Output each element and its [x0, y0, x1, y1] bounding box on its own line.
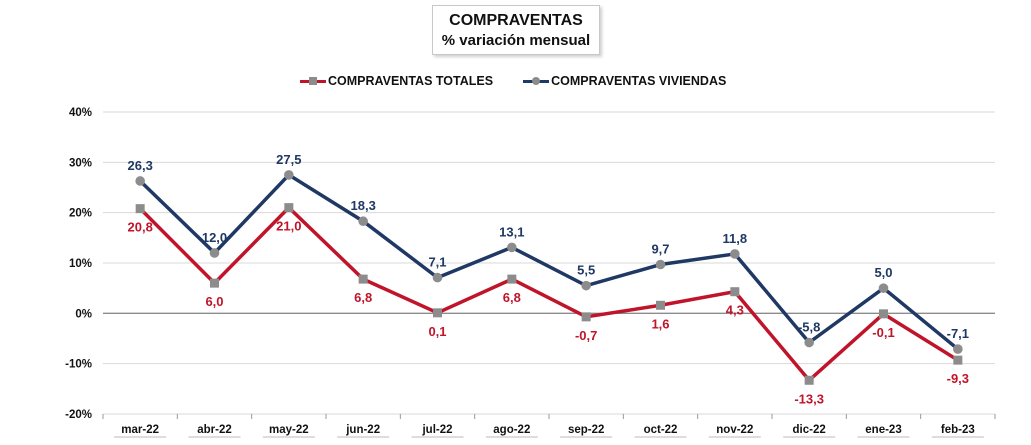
data-label-viviendas: 5,5: [577, 263, 595, 278]
data-label-totales: -13,3: [794, 391, 824, 406]
x-tick-label: dic-22: [793, 424, 826, 436]
data-point-viviendas: [507, 242, 517, 253]
y-tick-label: -10%: [65, 359, 92, 371]
data-label-viviendas: 9,7: [651, 242, 669, 257]
data-label-totales: 20,8: [128, 220, 153, 235]
x-tick-label: oct-22: [644, 424, 678, 436]
data-point-viviendas: [804, 337, 814, 348]
series-line-totales: [138, 205, 959, 383]
legend-item-totales: COMPRAVENTAS TOTALES: [300, 74, 493, 88]
y-tick-label: 10%: [69, 258, 92, 270]
chart-subtitle: % variación mensual: [441, 32, 591, 49]
data-label-totales: -0,7: [575, 328, 597, 343]
x-tick-label: mar-22: [121, 424, 159, 436]
x-tick-label: jun-22: [345, 424, 380, 436]
data-point-totales: [730, 287, 740, 297]
data-point-totales: [581, 312, 591, 322]
data-point-viviendas: [581, 280, 591, 291]
x-tick-label: ene-23: [865, 424, 901, 436]
data-point-totales: [284, 203, 294, 213]
data-point-viviendas: [432, 272, 443, 283]
x-tick-label: ago-22: [493, 424, 530, 436]
data-point-totales: [507, 274, 517, 284]
data-label-totales: 1,6: [651, 316, 669, 331]
data-point-totales: [953, 355, 963, 365]
data-point-viviendas: [358, 216, 368, 227]
y-tick-label: 0%: [75, 308, 92, 320]
legend-swatch-totales: [300, 74, 326, 88]
data-label-viviendas: 12,0: [202, 230, 227, 245]
chart-title-box: COMPRAVENTAS % variación mensual: [432, 5, 600, 55]
data-label-viviendas: 13,1: [499, 224, 524, 239]
data-point-viviendas: [730, 249, 740, 259]
data-label-totales: 4,3: [726, 303, 744, 318]
legend-label-totales: COMPRAVENTAS TOTALES: [328, 74, 494, 88]
data-point-viviendas: [135, 176, 145, 186]
data-point-totales: [879, 309, 888, 319]
data-point-totales: [135, 204, 145, 214]
data-point-totales: [433, 308, 442, 318]
data-label-viviendas: -7,1: [947, 326, 969, 341]
data-point-viviendas: [878, 283, 889, 293]
data-label-totales: 6,8: [354, 290, 372, 305]
data-point-totales: [656, 300, 665, 310]
data-label-totales: -0,1: [872, 325, 894, 340]
data-point-viviendas: [655, 259, 666, 270]
data-label-viviendas: 5,0: [874, 265, 892, 280]
legend-item-viviendas: COMPRAVENTAS VIVIENDAS: [523, 74, 726, 88]
data-label-totales: -9,3: [947, 371, 969, 386]
data-label-viviendas: -5,8: [798, 320, 820, 335]
y-tick-label: 20%: [69, 208, 92, 220]
data-label-viviendas: 18,3: [351, 198, 376, 213]
data-point-totales: [804, 375, 814, 385]
x-tick-label: sep-22: [568, 424, 604, 436]
y-tick-label: 40%: [69, 107, 92, 119]
data-point-totales: [358, 274, 368, 284]
y-tick-label: 30%: [69, 157, 92, 169]
data-point-viviendas: [284, 170, 294, 180]
data-label-totales: 6,0: [205, 294, 223, 309]
legend: COMPRAVENTAS TOTALES COMPRAVENTAS VIVIEN…: [300, 70, 756, 92]
x-tick-label: jul-22: [421, 424, 452, 436]
x-tick-label: nov-22: [716, 424, 753, 436]
data-label-totales: 21,0: [276, 219, 301, 234]
x-tick-label: may-22: [269, 424, 309, 436]
series-line-viviendas: [138, 172, 959, 351]
data-label-viviendas: 7,1: [428, 255, 446, 270]
data-label-totales: 0,1: [428, 324, 446, 339]
data-label-viviendas: 26,3: [128, 158, 153, 173]
y-tick-label: -20%: [65, 409, 92, 421]
data-point-totales: [210, 278, 219, 288]
data-point-viviendas: [209, 248, 220, 258]
data-point-viviendas: [953, 344, 963, 354]
x-tick-label: abr-22: [197, 424, 232, 436]
data-label-viviendas: 11,8: [723, 231, 748, 246]
data-label-viviendas: 27,5: [276, 152, 301, 167]
x-tick-label: feb-23: [941, 424, 975, 436]
chart-title: COMPRAVENTAS: [449, 12, 583, 29]
legend-swatch-viviendas: [523, 74, 550, 88]
legend-label-viviendas: COMPRAVENTAS VIVIENDAS: [551, 74, 727, 88]
data-label-totales: 6,8: [503, 290, 521, 305]
